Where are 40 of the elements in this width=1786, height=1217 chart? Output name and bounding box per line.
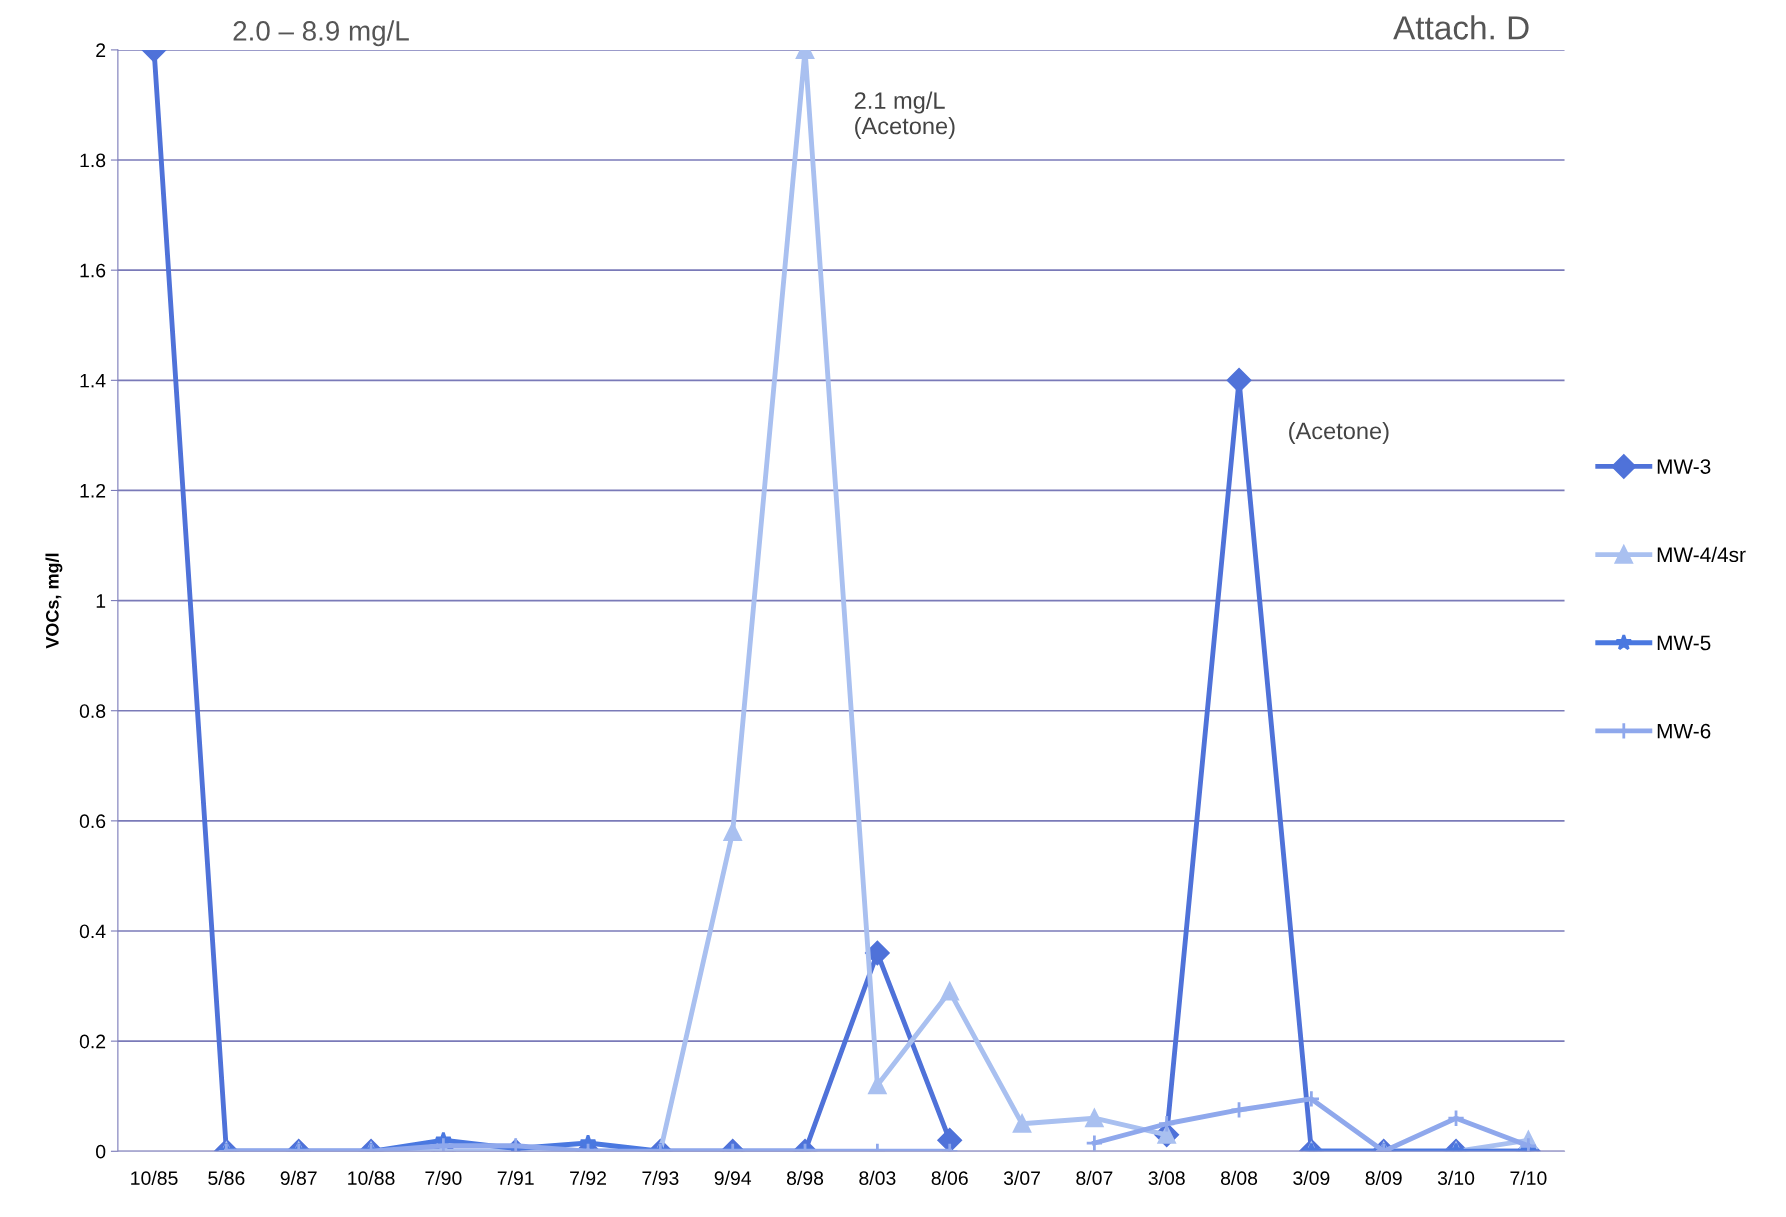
y-tick-label: 0.6 (79, 814, 106, 829)
x-tick-label: 8/07 (1076, 1170, 1113, 1186)
x-tick-label: 7/91 (497, 1170, 534, 1186)
x-tick-label: 3/08 (1148, 1170, 1185, 1186)
y-tick-label: 1.6 (80, 263, 106, 278)
x-tick-label: 7/10 (1510, 1170, 1547, 1186)
x-tick-label: 8/06 (931, 1170, 968, 1186)
y-tick-label: 1.2 (80, 483, 106, 498)
y-axis-title: VOCs, mg/l (45, 553, 63, 649)
legend-label: MW-5 (1657, 635, 1711, 651)
text: 2.0 – 8.9 mg/L (233, 20, 409, 47)
y-tick-label: 1.4 (80, 373, 106, 388)
y-tick-label: 0 (96, 1144, 106, 1159)
annotation: 2.1 mg/L (Acetone) (854, 91, 955, 139)
y-tick-label: 1.8 (80, 153, 106, 168)
x-tick-label: 3/09 (1293, 1170, 1330, 1186)
y-tick-label: 1 (96, 594, 106, 608)
x-tick-label: 7/93 (642, 1170, 679, 1186)
x-tick-label: 8/08 (1220, 1170, 1258, 1186)
legend-label: MW-6 (1657, 723, 1711, 739)
y-tick-label: 0.8 (79, 704, 106, 718)
legend-label: MW-4/4sr (1657, 546, 1746, 563)
y-tick-label: 2 (96, 43, 106, 57)
x-tick-label: 8/09 (1365, 1170, 1402, 1186)
y-tick-label: 0.2 (79, 1034, 106, 1049)
x-tick-label: 8/98 (786, 1170, 824, 1186)
x-tick-label: 3/07 (1003, 1170, 1040, 1186)
x-tick-label: 9/87 (280, 1170, 317, 1186)
x-tick-label: 10/85 (131, 1170, 178, 1186)
x-tick-label: 8/03 (859, 1170, 896, 1186)
x-tick-label: 7/92 (570, 1170, 606, 1186)
annotation: (Acetone) (1289, 421, 1389, 444)
legend-label: MW-3 (1657, 459, 1711, 474)
x-tick-label: 3/10 (1437, 1170, 1475, 1186)
x-tick-label: 7/90 (425, 1170, 462, 1186)
x-tick-label: 9/94 (714, 1170, 752, 1186)
x-tick-label: 5/86 (208, 1170, 245, 1186)
text: Attach. D (1393, 15, 1529, 40)
y-tick-label: 0.4 (79, 924, 106, 939)
x-tick-label: 10/88 (348, 1170, 395, 1186)
